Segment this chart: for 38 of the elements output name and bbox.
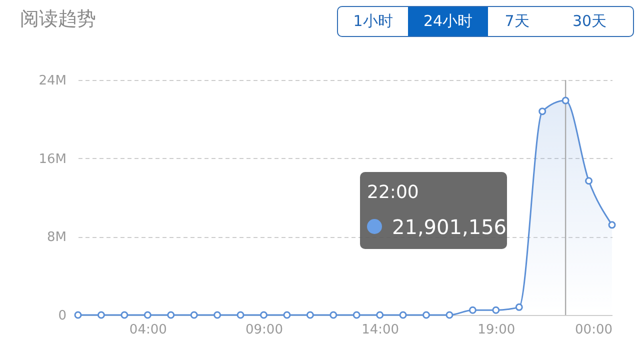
point [144, 311, 152, 319]
x-tick-label: 04:00 [129, 322, 167, 338]
point [74, 311, 82, 319]
x-tick-label: 14:00 [362, 322, 400, 338]
y-tick-label: 0 [58, 308, 66, 324]
point [330, 311, 338, 319]
point [515, 303, 523, 311]
annotation: 22:00 [367, 182, 419, 203]
point [468, 306, 476, 314]
point [120, 311, 128, 319]
range-button-group: 1小时 24小时 7天 30天 [337, 6, 634, 37]
point [562, 96, 570, 104]
x-tick-label: 19:00 [478, 322, 516, 338]
annotation: 21,901,156 [392, 215, 507, 239]
point [422, 311, 430, 319]
chart-title: 阅读趋势 [20, 7, 96, 32]
point [190, 311, 198, 319]
point [446, 311, 454, 319]
y-tick-label: 16M [38, 152, 66, 167]
point [538, 108, 546, 116]
point [306, 311, 314, 319]
point [214, 311, 222, 319]
point [283, 311, 291, 319]
point [97, 311, 105, 319]
point [167, 311, 175, 319]
point [399, 311, 407, 319]
point [585, 177, 593, 185]
point [608, 221, 616, 229]
point [236, 311, 244, 319]
point [376, 311, 384, 319]
y-tick-label: 8M [47, 230, 66, 246]
x-tick-label: 00:00 [575, 322, 612, 338]
y-tick-label: 24M [38, 74, 66, 88]
point [492, 306, 500, 314]
x-tick-label: 09:00 [246, 322, 283, 338]
tooltip: 22:00 21,901,156 [360, 172, 507, 249]
point [260, 311, 268, 319]
point [352, 311, 360, 319]
